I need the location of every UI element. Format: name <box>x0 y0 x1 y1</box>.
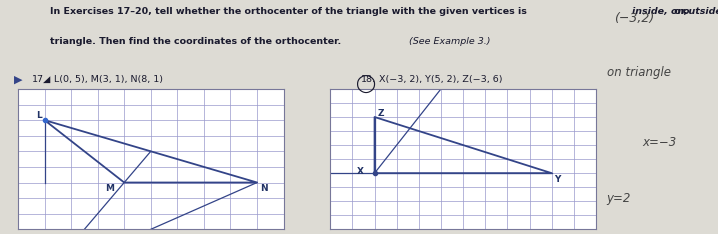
Text: Y: Y <box>554 175 560 184</box>
Text: N: N <box>260 184 267 193</box>
Text: ▶: ▶ <box>14 75 23 85</box>
Text: ◯: ◯ <box>355 75 376 93</box>
Text: x=−3: x=−3 <box>643 136 677 149</box>
Text: (See Example 3.): (See Example 3.) <box>406 37 490 46</box>
Text: y=2: y=2 <box>607 192 631 205</box>
Text: or: or <box>671 7 689 16</box>
Text: inside, on,: inside, on, <box>632 7 688 16</box>
Text: Z: Z <box>378 109 384 118</box>
Text: (−3,2): (−3,2) <box>614 12 654 25</box>
Text: 17◢: 17◢ <box>32 75 52 84</box>
Text: X: X <box>357 167 364 176</box>
Text: X(−3, 2), Y(5, 2), Z(−3, 6): X(−3, 2), Y(5, 2), Z(−3, 6) <box>379 75 503 84</box>
Text: In Exercises 17–20, tell whether the orthocenter of the triangle with the given : In Exercises 17–20, tell whether the ort… <box>50 7 527 16</box>
Text: L: L <box>37 111 42 120</box>
Text: on triangle: on triangle <box>607 66 671 79</box>
Text: L(0, 5), M(3, 1), N(8, 1): L(0, 5), M(3, 1), N(8, 1) <box>54 75 163 84</box>
Text: outside: outside <box>683 7 718 16</box>
Text: 18.: 18. <box>361 75 376 84</box>
Text: M: M <box>106 184 115 193</box>
Text: triangle. Then find the coordinates of the orthocenter.: triangle. Then find the coordinates of t… <box>50 37 342 46</box>
